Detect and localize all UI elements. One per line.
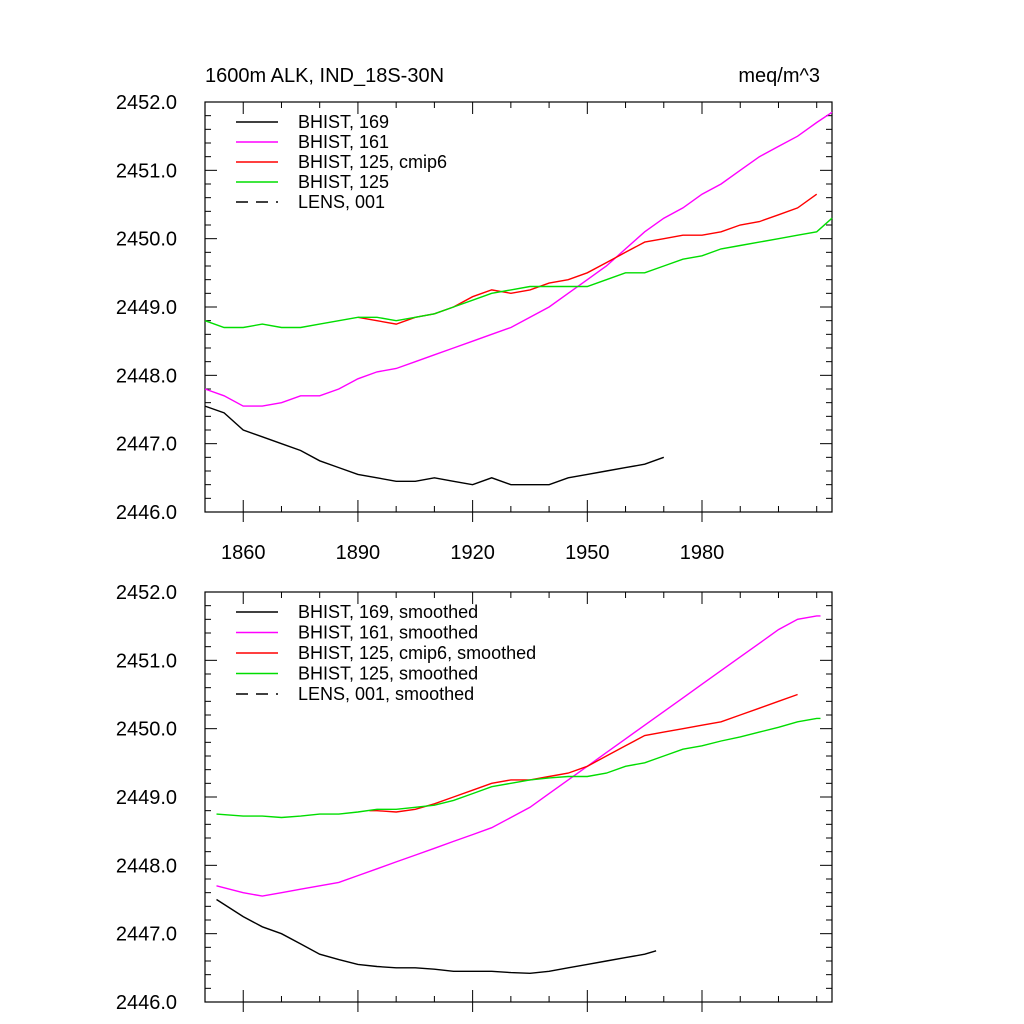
legend-label: BHIST, 125, cmip6: [298, 152, 447, 172]
legend-label: BHIST, 169: [298, 112, 389, 132]
y-tick-label: 2446.0: [116, 992, 177, 1014]
y-tick-label: 2450.0: [116, 719, 177, 741]
y-tick-label: 2451.0: [116, 650, 177, 672]
legend-label: BHIST, 125: [298, 172, 389, 192]
y-tick-label: 2449.0: [116, 787, 177, 809]
series-line-2: [369, 693, 798, 813]
series-line-3: [204, 217, 833, 329]
legend-label: BHIST, 161, smoothed: [298, 623, 478, 643]
legend-label: LENS, 001: [298, 192, 385, 212]
y-tick-label: 2449.0: [116, 297, 177, 319]
y-tick-label: 2450.0: [116, 229, 177, 251]
top-panel: 1600m ALK, IND_18S-30N meq/m^3 2446.0 2447.…: [116, 65, 833, 564]
y-tick-label: 2447.0: [116, 434, 177, 456]
x-tick-label: 1950: [565, 542, 610, 564]
chart-title: 1600m ALK, IND_18S-30N: [205, 65, 444, 87]
units-label: meq/m^3: [738, 65, 820, 87]
y-tick-label: 2452.0: [116, 582, 177, 604]
y-tick-label: 2447.0: [116, 924, 177, 946]
series-line-3: [216, 717, 821, 819]
legend-label: BHIST, 125, cmip6, smoothed: [298, 643, 536, 663]
x-tick-label: 1890: [336, 542, 381, 564]
series-line-1: [216, 615, 821, 897]
bottom-panel: 2446.0 2447.0 2448.0 2449.0 2450.0 2451.0 2452…: [116, 582, 833, 1014]
y-tick-label: 2448.0: [116, 365, 177, 387]
legend-label: BHIST, 161: [298, 132, 389, 152]
x-tick-label: 1860: [221, 542, 266, 564]
series-line-0: [204, 405, 665, 486]
legend-label: BHIST, 125, smoothed: [298, 664, 478, 684]
legend-label: LENS, 001, smoothed: [298, 684, 474, 704]
y-tick-label: 2452.0: [116, 92, 177, 114]
x-tick-label: 1920: [450, 542, 495, 564]
series-line-2: [357, 193, 818, 325]
x-tick-label: 1980: [680, 542, 725, 564]
series-line-1: [204, 111, 833, 407]
y-tick-label: 2446.0: [116, 502, 177, 524]
y-tick-label: 2451.0: [116, 160, 177, 182]
y-tick-label: 2448.0: [116, 855, 177, 877]
legend-label: BHIST, 169, smoothed: [298, 602, 478, 622]
series-line-0: [216, 898, 657, 975]
